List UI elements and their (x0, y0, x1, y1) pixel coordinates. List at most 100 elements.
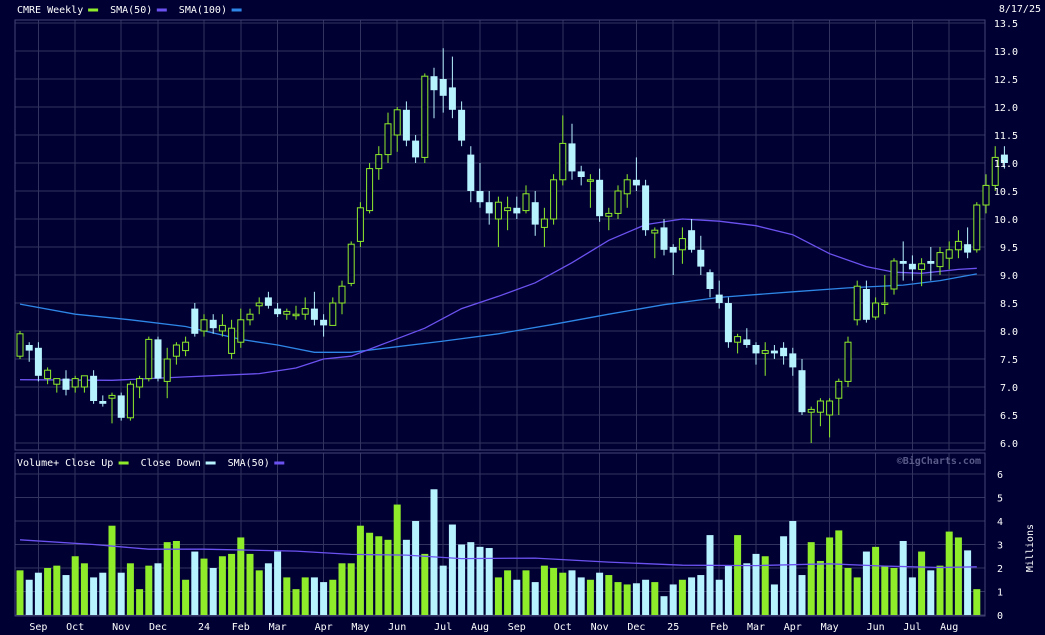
x-tick-label: Mar (269, 622, 287, 633)
candle-body (172, 344, 180, 357)
candle (872, 297, 880, 320)
candle (697, 235, 705, 275)
volume-legend: Volume+ Close Up Close Down SMA(50) (17, 458, 285, 469)
candle (467, 146, 475, 203)
candle-body (44, 369, 52, 380)
volume-bar (835, 530, 843, 615)
volume-bar (614, 582, 622, 615)
candle (568, 123, 576, 180)
candle (80, 375, 88, 393)
candle (228, 319, 236, 359)
candle-body (688, 230, 696, 250)
volume-bar (789, 521, 797, 615)
candle-body (283, 310, 291, 315)
volume-bar (154, 563, 162, 615)
candle (945, 241, 953, 270)
candle-body (421, 75, 429, 158)
volume-bar (126, 563, 134, 615)
volume-sma50-line (19, 539, 977, 569)
candle (246, 308, 254, 326)
price-legend: CMRE Weekly SMA(50) SMA(100) (17, 5, 242, 16)
volume-bar (430, 489, 438, 615)
candle (439, 48, 447, 113)
price-tick-label: 10.0 (994, 215, 1018, 226)
candle (669, 244, 677, 275)
volume-axis-ticks: 0 1 2 3 4 5 6 (997, 470, 1003, 622)
price-tick-label: 6.0 (1000, 439, 1018, 450)
candle (99, 395, 107, 407)
candle-body (375, 154, 383, 170)
legend-label: Volume+ Close Up (17, 458, 113, 469)
candle-body (798, 370, 806, 413)
candle-body (80, 375, 88, 388)
volume-bar (108, 525, 116, 615)
candle-body (218, 324, 226, 332)
candle-body (816, 400, 824, 413)
volume-tick-label: 1 (997, 588, 1003, 599)
price-tick-label: 7.0 (1000, 383, 1018, 394)
candle (844, 336, 852, 387)
volume-bar (697, 575, 705, 615)
candle (881, 275, 889, 315)
volume-bar (531, 582, 539, 615)
candle-body (715, 294, 723, 303)
price-tick-label: 8.0 (1000, 327, 1018, 338)
volume-bar (375, 536, 383, 615)
x-tick-label: 24 (198, 622, 210, 633)
candle-body (53, 378, 61, 385)
candle-body (724, 303, 732, 343)
x-tick-label: Jun (867, 622, 885, 633)
candle-body (228, 327, 236, 354)
candle (761, 342, 769, 376)
volume-bar (402, 539, 410, 615)
volume-bar (44, 568, 52, 615)
candle-body (908, 263, 916, 270)
volume-bar (393, 504, 401, 615)
candle (899, 241, 907, 281)
candle (163, 347, 171, 399)
candle (430, 67, 438, 119)
volume-bar (329, 579, 337, 615)
candle (329, 297, 337, 326)
candle-body (697, 249, 705, 267)
candle (44, 367, 52, 385)
price-tick-label: 6.5 (1000, 411, 1018, 422)
legend-label: SMA(100) (179, 5, 227, 16)
candle-body (568, 143, 576, 172)
price-tick-label: 9.5 (1000, 243, 1018, 254)
candle (835, 378, 843, 415)
price-tick-label: 11.0 (994, 159, 1018, 170)
volume-bar (412, 521, 420, 615)
volume-bar (476, 546, 484, 615)
volume-bar (347, 563, 355, 615)
volume-bar (513, 579, 521, 615)
candle-body (448, 87, 456, 110)
candle-body (430, 76, 438, 91)
volume-bar (62, 575, 70, 615)
candle-body (706, 272, 714, 289)
candle (513, 196, 521, 219)
volume-bar (274, 551, 282, 615)
candle (522, 185, 530, 214)
candle-body (117, 395, 125, 418)
volume-bar (899, 540, 907, 615)
volume-bar (228, 553, 236, 615)
volume-bar (826, 537, 834, 615)
candle (936, 247, 944, 275)
x-tick-label: Jul (434, 622, 452, 633)
candle (182, 336, 190, 357)
candle (62, 370, 70, 396)
candle-body (862, 289, 870, 320)
candle (126, 381, 134, 421)
candle (964, 227, 972, 259)
candle (274, 303, 282, 317)
volume-bar (623, 584, 631, 615)
volume-bar (927, 570, 935, 615)
candle-body (743, 339, 751, 345)
volume-bar (172, 540, 180, 615)
candle (393, 107, 401, 152)
candle-body (936, 252, 944, 268)
candle (531, 191, 539, 236)
x-tick-label: Aug (940, 622, 958, 633)
candlestick-series (16, 48, 1008, 443)
